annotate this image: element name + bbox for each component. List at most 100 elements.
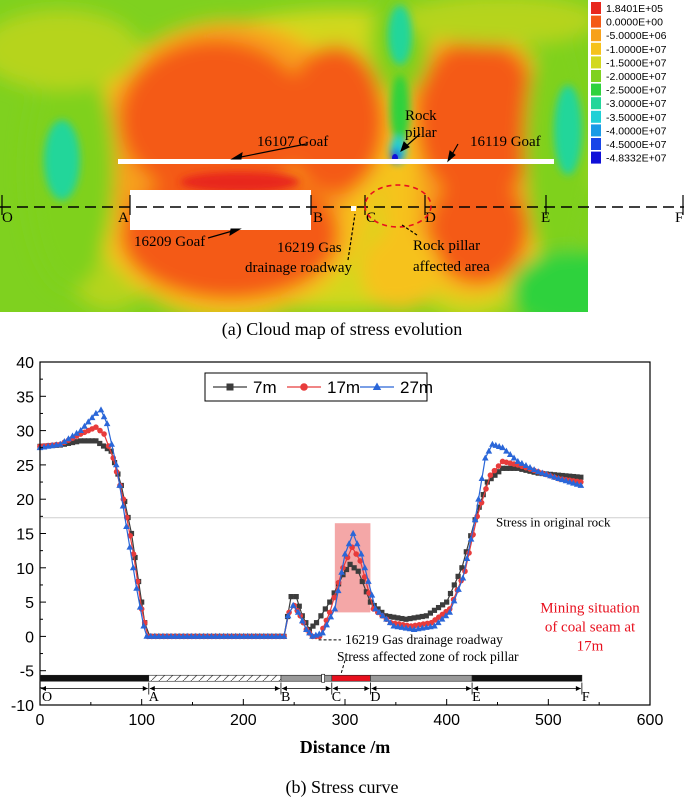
map-point-o: O: [2, 210, 13, 226]
data-point-7m: [570, 473, 577, 480]
data-point-7m: [440, 602, 446, 608]
gas-roadway-label: 16219 Gas drainage roadway: [345, 632, 503, 647]
data-point-7m: [499, 465, 506, 471]
data-point-17m: [361, 574, 368, 580]
legend-value: -2.0000E+07: [606, 71, 667, 83]
data-point-7m: [403, 616, 409, 622]
data-point-7m: [463, 549, 469, 555]
data-point-17m: [495, 463, 502, 469]
data-point-7m: [331, 590, 337, 596]
data-point-27m: [368, 591, 376, 598]
data-point-17m: [353, 551, 359, 557]
data-point-27m: [431, 622, 438, 629]
data-point-27m: [57, 440, 64, 447]
x-tick-label: 0: [36, 712, 45, 729]
original-stress-label: Stress in original rock: [496, 515, 611, 530]
legend-value: -3.5000E+07: [606, 112, 667, 124]
y-tick-label: 30: [16, 424, 34, 441]
data-point-7m: [431, 607, 438, 613]
data-point-27m: [129, 564, 137, 571]
legend-swatch: [591, 15, 601, 28]
data-point-27m: [526, 464, 534, 471]
data-point-7m: [65, 440, 72, 446]
data-point-27m: [341, 550, 349, 557]
coal-seam-segment: [370, 674, 473, 682]
data-point-27m: [73, 429, 80, 436]
x-tick-label: 400: [433, 712, 460, 729]
data-point-27m: [577, 481, 585, 488]
data-point-7m: [69, 439, 76, 446]
data-point-27m: [323, 621, 330, 628]
label-affected-1: Rock pillar: [413, 238, 480, 254]
data-point-7m: [351, 565, 357, 571]
map-point-c: C: [366, 210, 376, 226]
data-point-7m: [100, 443, 107, 449]
data-point-27m: [81, 422, 88, 429]
data-point-7m: [293, 594, 299, 600]
data-point-27m: [534, 468, 542, 475]
data-point-7m: [78, 438, 84, 444]
dimension-arrow: [371, 686, 377, 692]
goaf-16209-box: [130, 190, 311, 230]
data-point-7m: [496, 469, 502, 475]
map-point-d: D: [425, 210, 436, 226]
x-tick-label: 200: [230, 712, 257, 729]
data-point-27m: [450, 597, 458, 604]
data-point-27m: [379, 612, 387, 619]
data-point-27m: [570, 479, 577, 486]
data-point-27m: [538, 469, 546, 476]
map-point-e: E: [541, 210, 550, 226]
data-point-7m: [347, 561, 353, 567]
map-point-b: B: [313, 210, 323, 226]
data-point-7m: [574, 474, 580, 480]
data-point-27m: [514, 457, 522, 464]
y-tick-label: 5: [25, 595, 34, 612]
data-point-27m: [108, 440, 115, 447]
data-point-17m: [491, 467, 498, 474]
data-point-27m: [357, 550, 365, 557]
dimension-arrow: [274, 686, 280, 692]
legend-value: -4.0000E+07: [606, 125, 667, 137]
segment-point-C: C: [332, 690, 341, 705]
data-point-27m: [434, 619, 442, 626]
data-point-27m: [530, 466, 538, 473]
label-gas-2: drainage roadway: [245, 260, 353, 276]
data-point-27m: [463, 555, 471, 562]
data-point-7m: [559, 472, 565, 479]
legend-value: -1.0000E+07: [606, 44, 667, 56]
data-point-7m: [399, 615, 405, 622]
data-point-27m: [319, 629, 326, 636]
data-point-7m: [492, 472, 498, 478]
data-point-7m: [435, 604, 442, 611]
data-point-27m: [573, 480, 581, 487]
legend-swatch: [591, 151, 601, 164]
data-point-27m: [475, 495, 482, 502]
data-point-27m: [438, 615, 446, 622]
data-point-27m: [506, 451, 514, 458]
data-point-27m: [61, 437, 68, 444]
data-point-7m: [318, 613, 324, 619]
data-point-7m: [427, 610, 433, 616]
data-point-7m: [74, 439, 80, 445]
label-rock-pillar-2: pillar: [405, 125, 437, 141]
data-point-7m: [578, 474, 584, 480]
data-point-7m: [104, 446, 110, 452]
legend-value: 0.0000E+00: [606, 17, 663, 29]
gas-drainage-roadway-mark: [351, 206, 356, 211]
data-point-7m: [343, 566, 350, 573]
data-point-27m: [126, 543, 134, 550]
data-point-7m: [419, 613, 425, 620]
data-point-7m: [375, 606, 381, 612]
data-point-27m: [116, 481, 123, 488]
data-point-7m: [288, 594, 294, 600]
legend-marker: [226, 383, 234, 391]
data-point-17m: [326, 609, 333, 616]
mining-situation-label-3: 17m: [577, 638, 604, 654]
label-rock-pillar-1: Rock: [405, 108, 437, 124]
legend-swatch: [591, 42, 601, 55]
label-16107-goaf: 16107 Goaf: [257, 134, 328, 150]
data-point-7m: [359, 578, 365, 585]
data-point-27m: [547, 472, 554, 479]
data-point-7m: [132, 554, 138, 561]
data-point-27m: [119, 502, 127, 509]
